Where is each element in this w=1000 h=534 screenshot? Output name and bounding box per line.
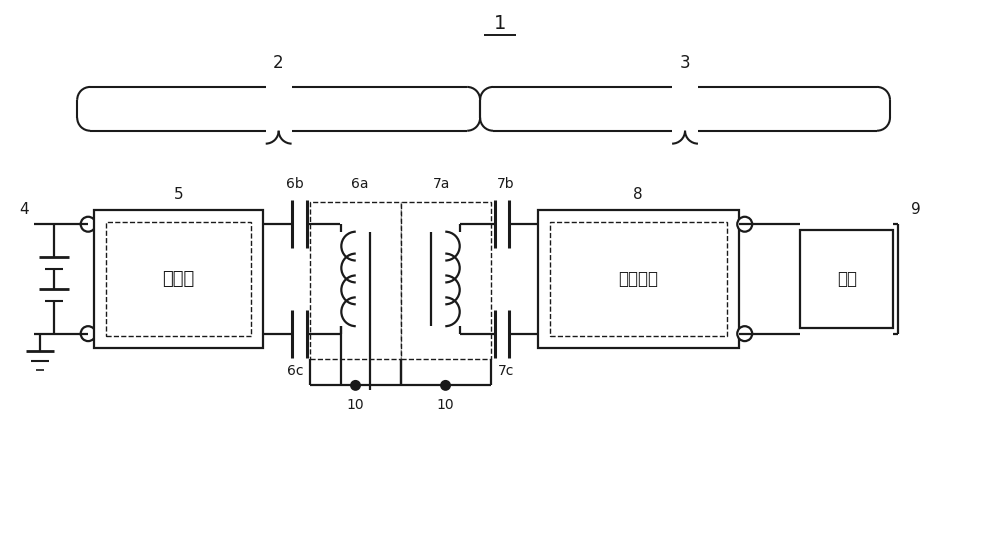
Text: 2: 2 <box>273 54 283 72</box>
Circle shape <box>737 217 752 232</box>
Bar <box>94 210 263 348</box>
Text: 5: 5 <box>174 187 183 202</box>
Text: 1: 1 <box>494 14 506 33</box>
Bar <box>106 222 251 336</box>
Bar <box>538 210 739 348</box>
Text: 负载: 负载 <box>837 270 857 288</box>
Text: 8: 8 <box>633 187 643 202</box>
Text: 逆变器: 逆变器 <box>163 270 195 288</box>
Bar <box>550 222 727 336</box>
Circle shape <box>440 380 451 391</box>
Circle shape <box>81 326 96 341</box>
Text: 6a: 6a <box>351 177 368 191</box>
Text: 9: 9 <box>911 202 921 217</box>
Text: 4: 4 <box>20 202 29 217</box>
Text: 7a: 7a <box>433 177 450 191</box>
Text: 整流电路: 整流电路 <box>618 270 658 288</box>
Text: 7b: 7b <box>497 177 515 191</box>
Text: 3: 3 <box>680 54 690 72</box>
Bar <box>310 202 401 358</box>
Circle shape <box>737 326 752 341</box>
Circle shape <box>81 217 96 232</box>
Text: 6c: 6c <box>287 364 303 379</box>
Bar <box>401 202 491 358</box>
Text: 10: 10 <box>347 398 364 412</box>
Text: 6b: 6b <box>286 177 304 191</box>
Bar <box>800 230 893 328</box>
Text: 7c: 7c <box>498 364 514 379</box>
Text: 10: 10 <box>437 398 454 412</box>
Circle shape <box>350 380 361 391</box>
